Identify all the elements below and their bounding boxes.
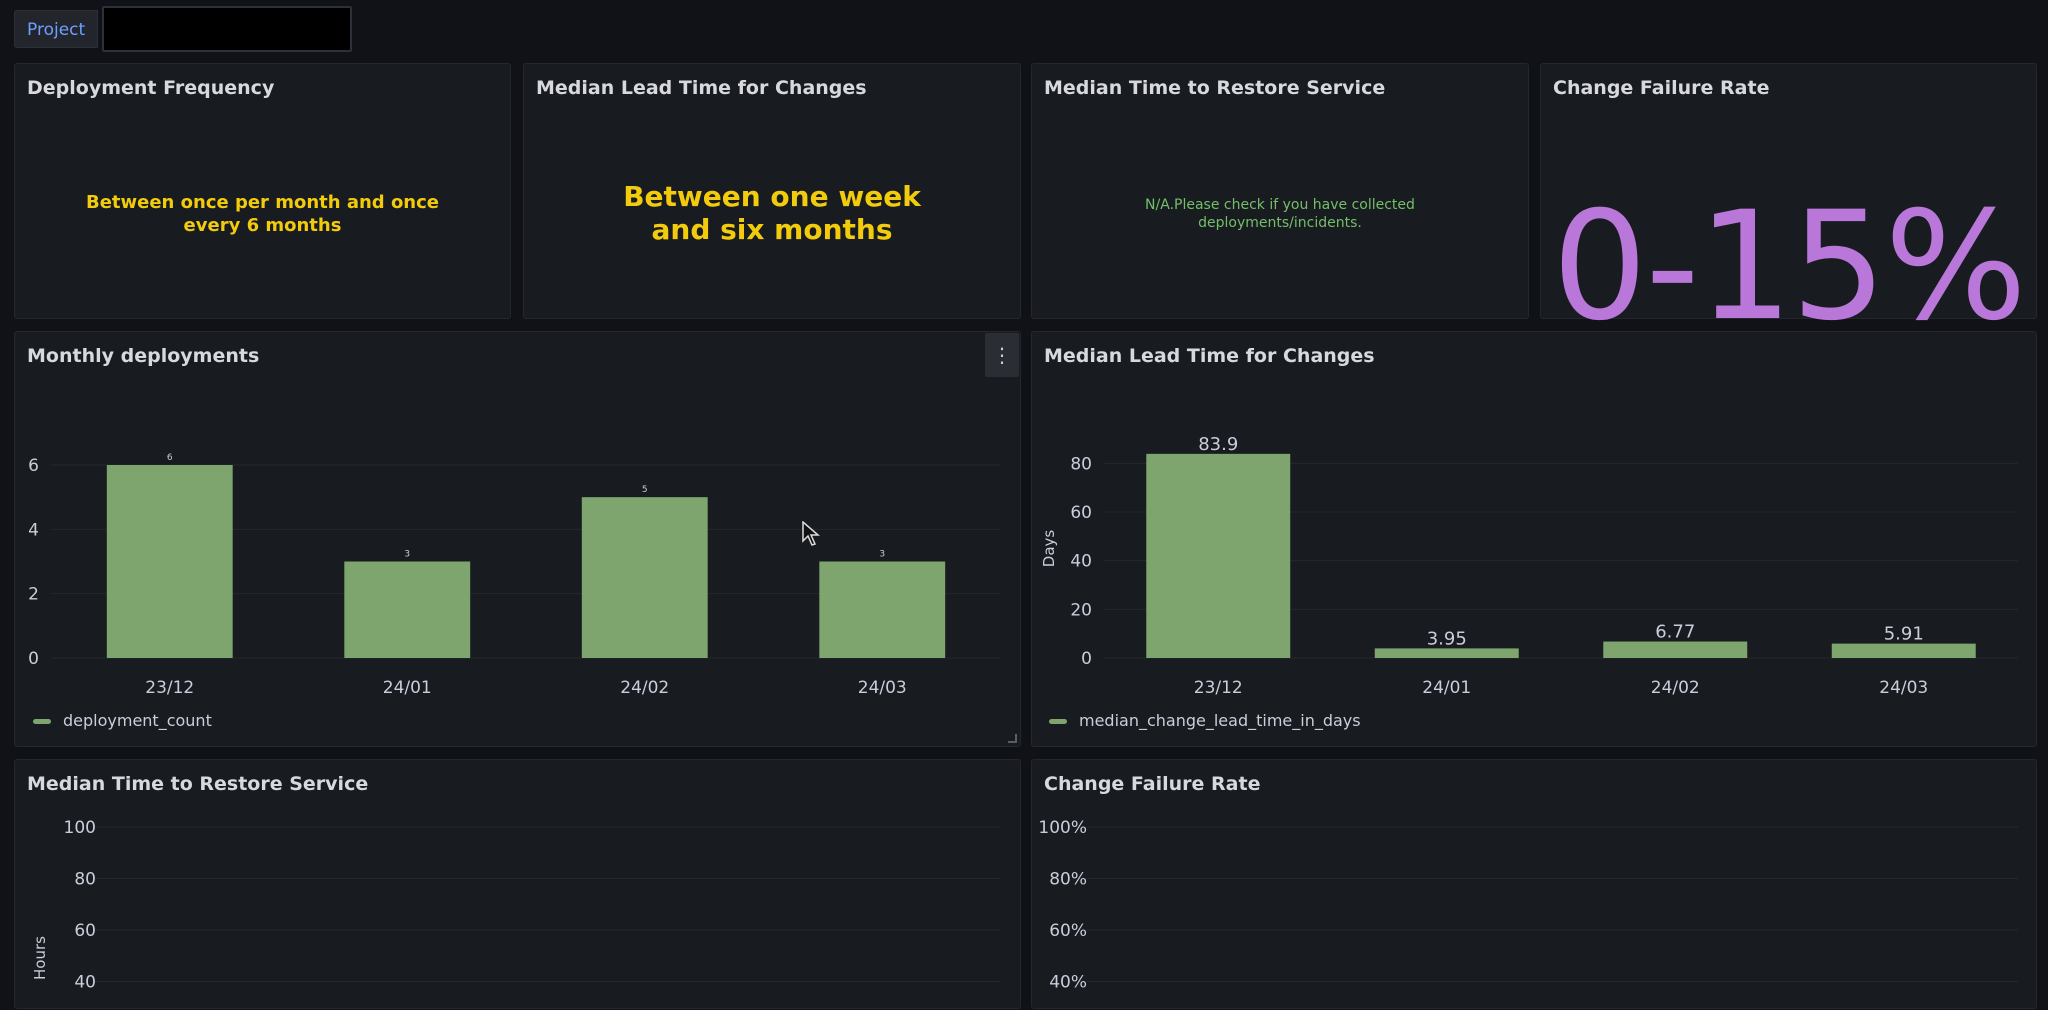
panel-title: Median Time to Restore Service (1044, 77, 1386, 99)
x-tick-label: 24/03 (858, 678, 907, 698)
variables-bar: Project (0, 0, 2048, 60)
bar-value-label: 6.77 (1655, 622, 1695, 643)
legend-item[interactable]: deployment_count (33, 711, 212, 730)
median-lead-time-stat-panel: Median Lead Time for Changes Between one… (523, 63, 1021, 319)
bar (344, 561, 471, 658)
project-variable-label: Project (14, 10, 99, 48)
y-tick-label: 100% (1038, 818, 1087, 838)
project-variable-select[interactable] (102, 6, 352, 52)
y-tick-label: 6 (28, 456, 39, 476)
panel-title: Median Lead Time for Changes (1044, 345, 1375, 367)
kebab-menu-icon[interactable]: ⋮ (985, 333, 1019, 377)
y-tick-label: 60 (74, 921, 96, 941)
bar-value-label: 3.95 (1427, 628, 1467, 649)
median-lead-time-chart-panel: Median Lead Time for Changes 0 20 40 60 80 Da… (1031, 331, 2037, 747)
legend-item[interactable]: median_change_lead_time_in_days (1049, 711, 1361, 730)
x-tick-label: 24/02 (620, 678, 669, 698)
y-tick-label: 80 (1070, 454, 1092, 474)
bar (1831, 643, 1976, 658)
median-restore-chart-panel: Median Time to Restore Service 100 80 60 40… (14, 759, 1021, 1009)
bar (1374, 648, 1519, 658)
y-tick-label: 40 (1070, 552, 1092, 572)
change-failure-chart: 100% 80% 60% 40% (1038, 818, 2018, 993)
x-tick-label: 23/12 (145, 678, 194, 698)
bar-value-label: 3 (879, 550, 885, 560)
bar (1146, 453, 1291, 658)
y-tick-label: 0 (1081, 649, 1092, 669)
change-failure-chart-panel: Change Failure Rate 100% 80% 60% 40% (1031, 759, 2037, 1009)
bar (106, 465, 233, 658)
x-tick-label: 24/01 (1422, 678, 1471, 698)
bar-value-label: 3 (404, 550, 410, 560)
median-restore-chart: 100 80 60 40 Hours (31, 818, 1001, 993)
legend-swatch (33, 719, 51, 724)
panel-title: Monthly deployments (27, 345, 260, 367)
bar-value-label: 83.9 (1198, 434, 1238, 455)
monthly-deployments-chart: 0 2 4 6 6 23/12 3 24/01 5 24/02 3 24/03 (28, 453, 1001, 698)
bar-value-label: 5.91 (1884, 624, 1924, 645)
y-tick-label: 60% (1049, 921, 1087, 941)
bar (1603, 641, 1748, 658)
panel-title: Median Lead Time for Changes (536, 77, 867, 99)
mouse-cursor-icon (802, 521, 820, 546)
y-tick-label: 80% (1049, 870, 1087, 890)
panel-title: Median Time to Restore Service (27, 773, 369, 795)
legend-label: median_change_lead_time_in_days (1079, 711, 1361, 730)
panel-title: Change Failure Rate (1553, 77, 1770, 99)
y-tick-label: 2 (28, 585, 39, 605)
panel-title: Deployment Frequency (27, 77, 275, 99)
x-tick-label: 24/01 (383, 678, 432, 698)
y-tick-label: 20 (1070, 600, 1092, 620)
y-tick-label: 40% (1049, 973, 1087, 993)
y-tick-label: 40 (74, 973, 96, 993)
y-tick-label: 0 (28, 649, 39, 669)
stat-value: N/A.Please check if you have collected d… (1145, 197, 1415, 231)
panel-title: Change Failure Rate (1044, 773, 1261, 795)
x-tick-label: 23/12 (1194, 678, 1243, 698)
bar-value-label: 6 (167, 453, 173, 463)
resize-handle[interactable] (1008, 734, 1017, 743)
deployment-frequency-panel: Deployment Frequency Between once per mo… (14, 63, 511, 319)
monthly-deployments-panel: Monthly deployments ⋮ 0 2 4 6 6 23/12 3 24/01 5 2… (14, 331, 1021, 747)
bar (819, 561, 946, 658)
bar-value-label: 5 (642, 485, 648, 495)
x-tick-label: 24/03 (1879, 678, 1928, 698)
change-failure-stat-panel: Change Failure Rate 0-15% (1540, 63, 2037, 342)
y-axis-label: Hours (31, 936, 49, 980)
median-lead-time-chart: 0 20 40 60 80 Days 83.9 23/12 3.95 24/01 6.77 24/02… (1040, 434, 2018, 698)
legend-swatch (1049, 719, 1067, 724)
median-restore-stat-panel: Median Time to Restore Service N/A.Pleas… (1031, 63, 1529, 319)
stat-value: Between once per month and once every 6 … (85, 192, 439, 236)
stat-value: 0-15% (1552, 180, 2027, 354)
stat-value: Between one week and six months (623, 180, 921, 246)
bar (581, 497, 708, 658)
legend-label: deployment_count (63, 711, 212, 730)
x-tick-label: 24/02 (1651, 678, 1700, 698)
y-tick-label: 4 (28, 520, 39, 540)
y-axis-label: Days (1040, 530, 1058, 568)
y-tick-label: 100 (64, 818, 96, 838)
y-tick-label: 60 (1070, 503, 1092, 523)
y-tick-label: 80 (74, 870, 96, 890)
